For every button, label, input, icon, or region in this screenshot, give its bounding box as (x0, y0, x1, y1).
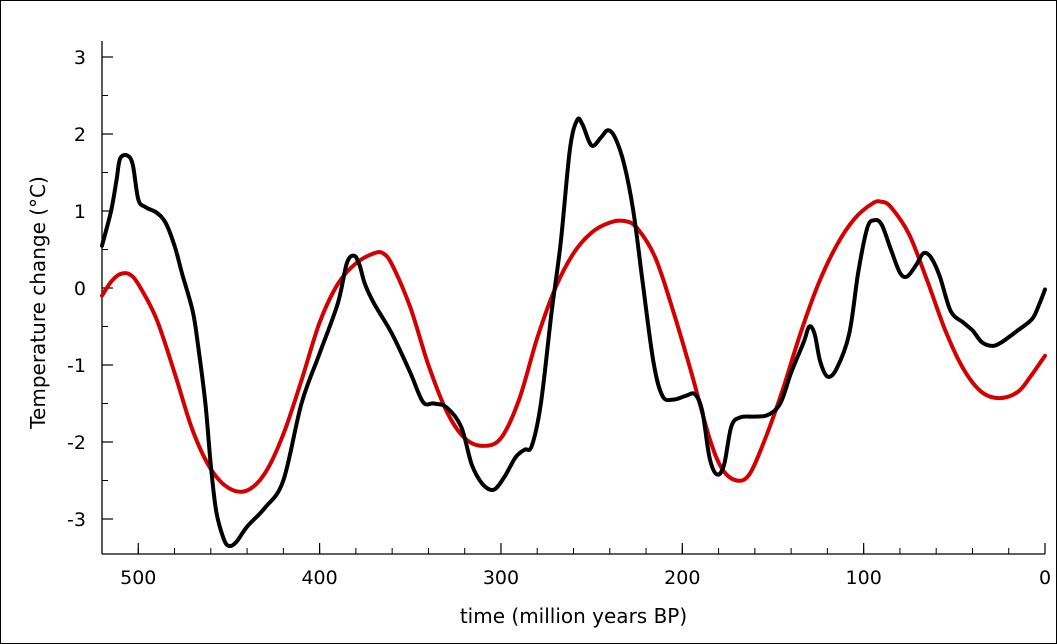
series-line-black (100, 116, 1047, 549)
x-tick-label: 300 (483, 567, 519, 589)
x-tick-label: 500 (120, 567, 156, 589)
x-tick-label: 200 (664, 567, 700, 589)
y-axis-label: Temperature change (°C) (26, 176, 50, 430)
series-line-red (100, 199, 1047, 494)
axes: 500 400 300 200 100 0 3 2 1 0 -1 -2 -3 (67, 41, 1051, 589)
x-axis-label: time (million years BP) (460, 604, 687, 628)
y-tick-label: 0 (74, 278, 86, 300)
y-tick-label: 1 (74, 201, 86, 223)
x-tick-label: 0 (1039, 567, 1051, 589)
y-tick-label: 3 (74, 47, 86, 69)
series-layer (100, 116, 1047, 549)
y-tick-label: 2 (74, 124, 86, 146)
y-tick-label: -3 (67, 509, 86, 531)
x-tick-label: 400 (301, 567, 337, 589)
y-tick-label: -1 (67, 355, 86, 377)
y-tick-label: -2 (67, 432, 86, 454)
x-tick-label: 100 (846, 567, 882, 589)
